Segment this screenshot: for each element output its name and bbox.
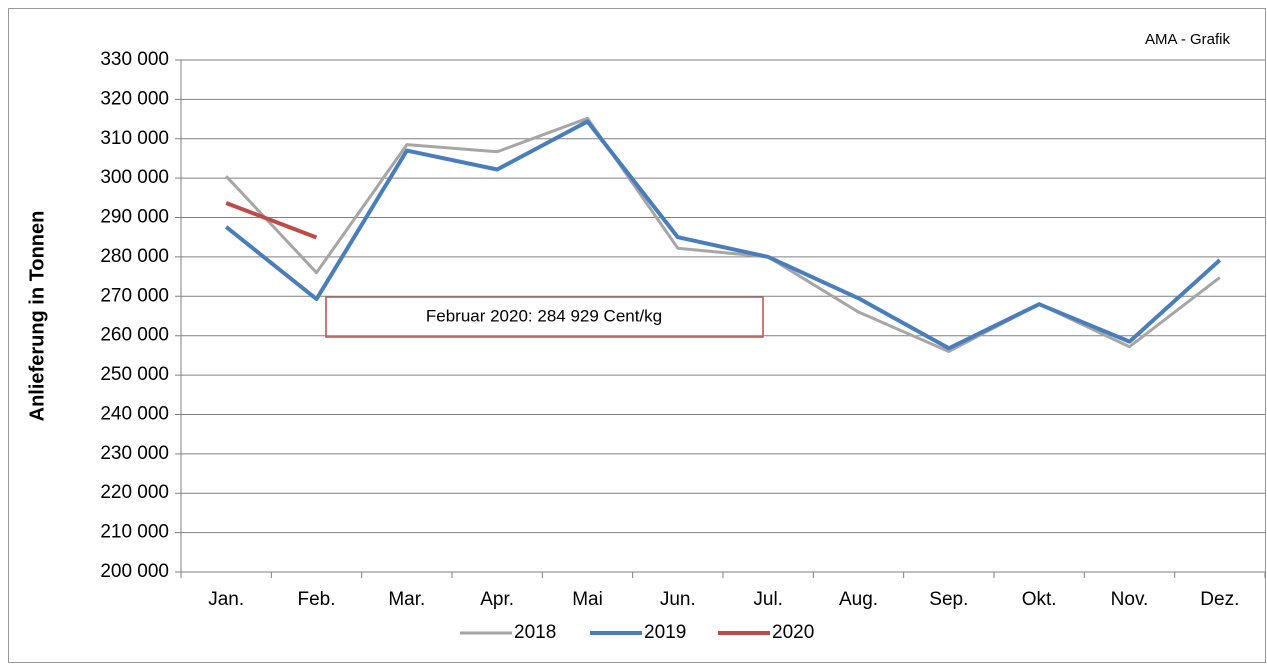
y-tick-label: 280 000 — [100, 246, 169, 267]
legend-label: 2018 — [514, 622, 556, 643]
series-line — [225, 201, 318, 240]
x-tick-label: Jun. — [660, 589, 696, 610]
y-tick-label: 290 000 — [100, 207, 169, 228]
x-tick-label: Feb. — [297, 589, 335, 610]
series-line — [224, 119, 1222, 351]
x-tick-label: Nov. — [1111, 589, 1149, 610]
y-tick-label: 330 000 — [100, 49, 169, 70]
x-tick-label: Jul. — [753, 589, 783, 610]
y-tick-label: 230 000 — [100, 443, 169, 464]
x-tick-label: Jan. — [208, 589, 244, 610]
y-tick-label: 200 000 — [100, 561, 169, 582]
x-tick-label: Mai — [572, 589, 603, 610]
y-tick-label: 250 000 — [100, 364, 169, 385]
y-tick-label: 270 000 — [100, 285, 169, 306]
legend-label: 2019 — [644, 622, 686, 643]
chart-frame — [8, 8, 1266, 663]
x-tick-label: Okt. — [1022, 589, 1057, 610]
x-tick-label: Mar. — [388, 589, 425, 610]
y-tick-label: 260 000 — [100, 325, 169, 346]
x-tick-label: Apr. — [480, 589, 514, 610]
y-axis-label: Anlieferung in Tonnen — [26, 211, 48, 422]
y-tick-label: 320 000 — [100, 88, 169, 109]
source-label: AMA - Grafik — [1145, 31, 1231, 48]
legend-label: 2020 — [772, 622, 814, 643]
x-tick-label: Aug. — [839, 589, 878, 610]
y-tick-label: 310 000 — [100, 128, 169, 149]
y-tick-label: 220 000 — [100, 482, 169, 503]
x-tick-label: Sep. — [929, 589, 968, 610]
x-tick-label: Dez. — [1200, 589, 1239, 610]
y-tick-label: 210 000 — [100, 522, 169, 543]
y-tick-label: 300 000 — [100, 167, 169, 188]
annotation: Februar 2020: 284 929 Cent/kg — [426, 306, 662, 325]
y-tick-label: 240 000 — [100, 403, 169, 424]
annotation-box — [325, 296, 764, 338]
